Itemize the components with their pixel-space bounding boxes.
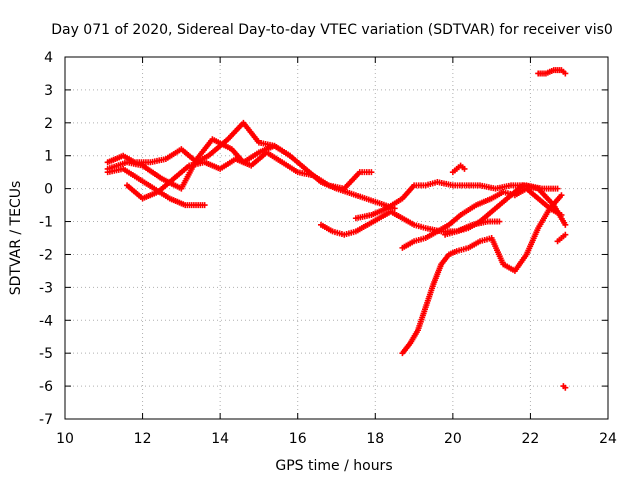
y-tick-label: -2 bbox=[39, 247, 53, 263]
chart-title: Day 071 of 2020, Sidereal Day-to-day VTE… bbox=[51, 22, 613, 38]
x-tick-label: 24 bbox=[599, 431, 617, 447]
series-track-d bbox=[124, 149, 375, 202]
y-tick-label: 3 bbox=[44, 83, 53, 99]
data-point bbox=[286, 152, 293, 159]
x-tick-label: 20 bbox=[444, 431, 462, 447]
x-axis-label: GPS time / hours bbox=[275, 458, 392, 474]
y-tick-label: -1 bbox=[39, 215, 53, 231]
series-track-f bbox=[352, 179, 561, 222]
data-point bbox=[558, 192, 565, 199]
series-track-l bbox=[535, 67, 569, 77]
series-track-k bbox=[554, 231, 569, 245]
y-tick-label: 4 bbox=[44, 50, 53, 66]
data-point bbox=[562, 384, 569, 391]
y-tick-label: -4 bbox=[39, 313, 53, 329]
x-tick-label: 16 bbox=[289, 431, 307, 447]
y-tick-label: 1 bbox=[44, 149, 53, 165]
y-tick-label: 0 bbox=[44, 182, 53, 198]
plot-frame bbox=[64, 56, 609, 420]
y-tick-label: -6 bbox=[39, 379, 53, 395]
x-tick-label: 18 bbox=[366, 431, 384, 447]
x-tick-label: 10 bbox=[56, 431, 74, 447]
series-track-m bbox=[560, 383, 569, 391]
y-tick-label: -5 bbox=[39, 346, 53, 362]
data-point bbox=[562, 231, 569, 238]
series-track-g bbox=[399, 185, 565, 251]
y-tick-label: -7 bbox=[39, 412, 53, 428]
x-tick-label: 12 bbox=[134, 431, 152, 447]
y-tick-label: -3 bbox=[39, 280, 53, 296]
x-tick-label: 22 bbox=[522, 431, 540, 447]
data-point bbox=[562, 221, 569, 228]
series-track-j bbox=[449, 162, 468, 176]
data-point bbox=[496, 218, 503, 225]
data-point bbox=[554, 185, 561, 192]
grid bbox=[65, 57, 608, 419]
series-track-b bbox=[104, 119, 293, 166]
series-track-h bbox=[399, 192, 565, 357]
data-points bbox=[104, 67, 569, 391]
data-point bbox=[368, 169, 375, 176]
x-tick-label: 14 bbox=[211, 431, 229, 447]
series-track-i bbox=[442, 182, 569, 238]
y-axis-label: SDTVAR / TECUs bbox=[8, 181, 24, 296]
y-tick-label: 2 bbox=[44, 116, 53, 132]
data-point bbox=[562, 70, 569, 77]
data-point bbox=[461, 165, 468, 172]
data-point bbox=[201, 202, 208, 209]
